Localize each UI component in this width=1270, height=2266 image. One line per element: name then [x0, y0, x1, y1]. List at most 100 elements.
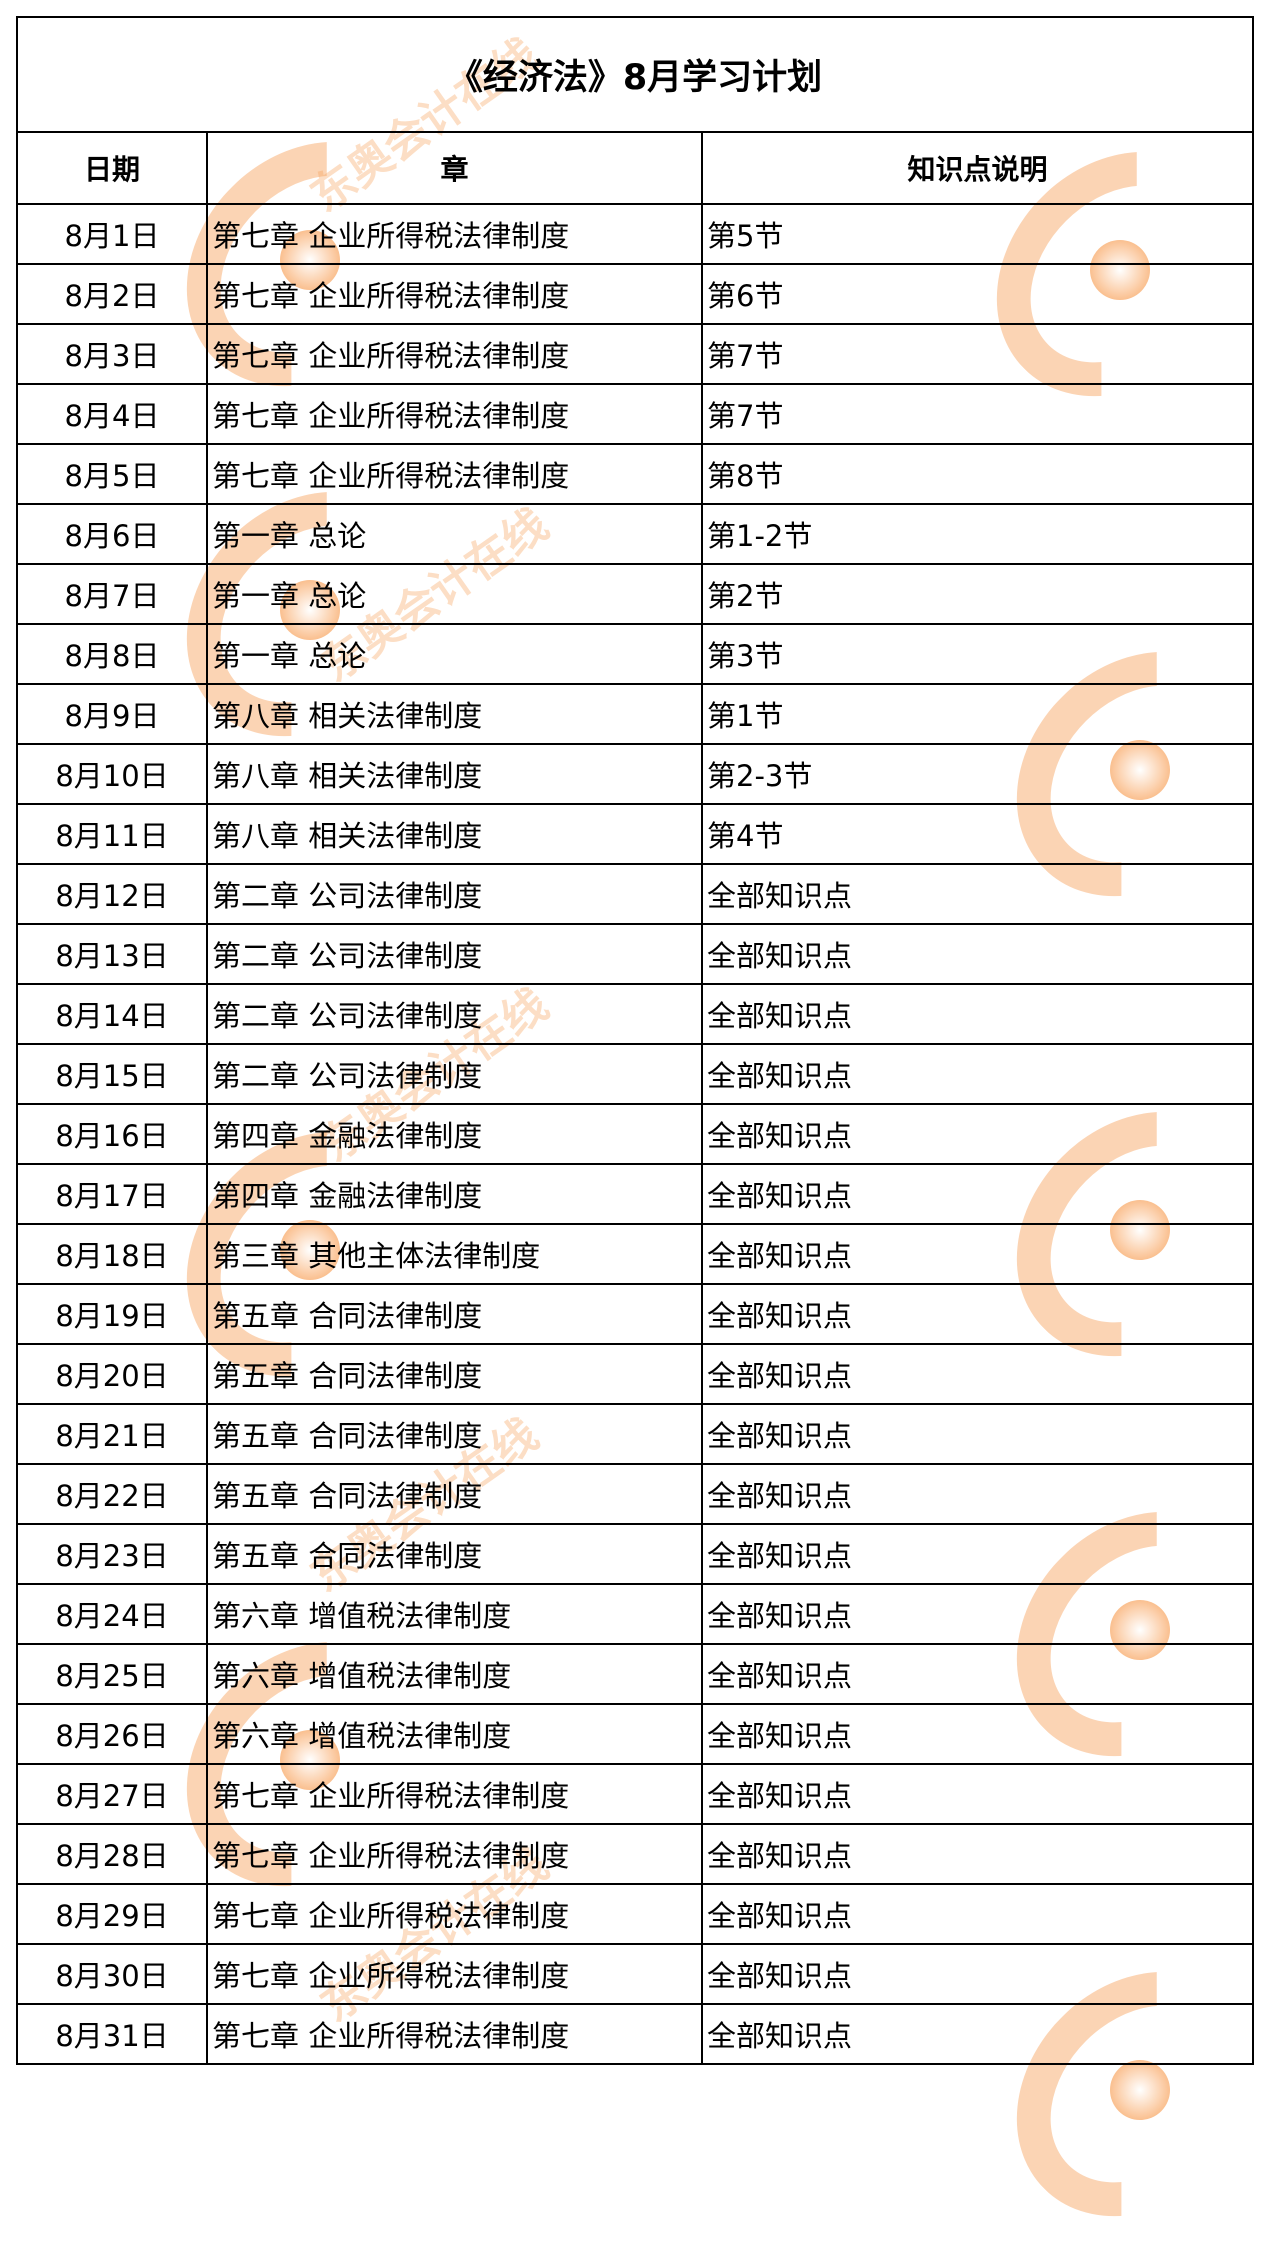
date-cell: 8月10日: [16, 743, 208, 805]
points-cell: 全部知识点: [701, 1463, 1254, 1525]
table-row: 8月5日 第七章 企业所得税法律制度 第8节: [16, 443, 1254, 505]
points-cell: 全部知识点: [701, 1883, 1254, 1945]
date-cell: 8月2日: [16, 263, 208, 325]
date-cell: 8月18日: [16, 1223, 208, 1285]
table-row: 8月9日 第八章 相关法律制度 第1节: [16, 683, 1254, 745]
points-cell: 全部知识点: [701, 1643, 1254, 1705]
header-date: 日期: [16, 131, 208, 205]
date-cell: 8月11日: [16, 803, 208, 865]
points-cell: 全部知识点: [701, 1343, 1254, 1405]
chapter-cell: 第二章 公司法律制度: [206, 983, 703, 1045]
chapter-cell: 第八章 相关法律制度: [206, 683, 703, 745]
points-cell: 第5节: [701, 203, 1254, 265]
chapter-cell: 第七章 企业所得税法律制度: [206, 203, 703, 265]
date-cell: 8月17日: [16, 1163, 208, 1225]
table-row: 8月7日 第一章 总论 第2节: [16, 563, 1254, 625]
study-plan-table: 《经济法》8月学习计划 日期 章 知识点说明 8月1日 第七章 企业所得税法律制度…: [16, 16, 1254, 2065]
table-row: 8月16日 第四章 金融法律制度 全部知识点: [16, 1103, 1254, 1165]
date-cell: 8月21日: [16, 1403, 208, 1465]
date-cell: 8月27日: [16, 1763, 208, 1825]
header-row: 日期 章 知识点说明: [16, 131, 1254, 205]
table-row: 8月22日 第五章 合同法律制度 全部知识点: [16, 1463, 1254, 1525]
table-row: 8月15日 第二章 公司法律制度 全部知识点: [16, 1043, 1254, 1105]
date-cell: 8月25日: [16, 1643, 208, 1705]
table-row: 8月26日 第六章 增值税法律制度 全部知识点: [16, 1703, 1254, 1765]
chapter-cell: 第六章 增值税法律制度: [206, 1583, 703, 1645]
date-cell: 8月24日: [16, 1583, 208, 1645]
date-cell: 8月14日: [16, 983, 208, 1045]
chapter-cell: 第三章 其他主体法律制度: [206, 1223, 703, 1285]
points-cell: 第7节: [701, 383, 1254, 445]
date-cell: 8月28日: [16, 1823, 208, 1885]
points-cell: 全部知识点: [701, 863, 1254, 925]
date-cell: 8月6日: [16, 503, 208, 565]
points-cell: 第2节: [701, 563, 1254, 625]
chapter-cell: 第五章 合同法律制度: [206, 1463, 703, 1525]
chapter-cell: 第五章 合同法律制度: [206, 1343, 703, 1405]
chapter-cell: 第四章 金融法律制度: [206, 1103, 703, 1165]
points-cell: 全部知识点: [701, 1103, 1254, 1165]
chapter-cell: 第一章 总论: [206, 623, 703, 685]
chapter-cell: 第二章 公司法律制度: [206, 1043, 703, 1105]
date-cell: 8月20日: [16, 1343, 208, 1405]
date-cell: 8月30日: [16, 1943, 208, 2005]
date-cell: 8月12日: [16, 863, 208, 925]
points-cell: 第8节: [701, 443, 1254, 505]
points-cell: 全部知识点: [701, 1283, 1254, 1345]
points-cell: 全部知识点: [701, 1523, 1254, 1585]
table-row: 8月18日 第三章 其他主体法律制度 全部知识点: [16, 1223, 1254, 1285]
date-cell: 8月26日: [16, 1703, 208, 1765]
header-chapter: 章: [206, 131, 703, 205]
points-cell: 全部知识点: [701, 983, 1254, 1045]
chapter-cell: 第八章 相关法律制度: [206, 743, 703, 805]
chapter-cell: 第七章 企业所得税法律制度: [206, 443, 703, 505]
date-cell: 8月8日: [16, 623, 208, 685]
chapter-cell: 第五章 合同法律制度: [206, 1403, 703, 1465]
chapter-cell: 第二章 公司法律制度: [206, 863, 703, 925]
date-cell: 8月16日: [16, 1103, 208, 1165]
table-row: 8月31日 第七章 企业所得税法律制度 全部知识点: [16, 2003, 1254, 2065]
date-cell: 8月4日: [16, 383, 208, 445]
chapter-cell: 第七章 企业所得税法律制度: [206, 1883, 703, 1945]
date-cell: 8月31日: [16, 2003, 208, 2065]
chapter-cell: 第七章 企业所得税法律制度: [206, 383, 703, 445]
table-row: 8月2日 第七章 企业所得税法律制度 第6节: [16, 263, 1254, 325]
table-row: 8月19日 第五章 合同法律制度 全部知识点: [16, 1283, 1254, 1345]
table-row: 8月21日 第五章 合同法律制度 全部知识点: [16, 1403, 1254, 1465]
points-cell: 第3节: [701, 623, 1254, 685]
page-title: 《经济法》8月学习计划: [16, 16, 1254, 133]
chapter-cell: 第五章 合同法律制度: [206, 1283, 703, 1345]
date-cell: 8月7日: [16, 563, 208, 625]
table-row: 8月12日 第二章 公司法律制度 全部知识点: [16, 863, 1254, 925]
points-cell: 全部知识点: [701, 1583, 1254, 1645]
table-row: 8月4日 第七章 企业所得税法律制度 第7节: [16, 383, 1254, 445]
table-row: 8月20日 第五章 合同法律制度 全部知识点: [16, 1343, 1254, 1405]
table-row: 8月8日 第一章 总论 第3节: [16, 623, 1254, 685]
chapter-cell: 第七章 企业所得税法律制度: [206, 323, 703, 385]
points-cell: 第6节: [701, 263, 1254, 325]
chapter-cell: 第一章 总论: [206, 503, 703, 565]
date-cell: 8月3日: [16, 323, 208, 385]
points-cell: 全部知识点: [701, 1703, 1254, 1765]
points-cell: 全部知识点: [701, 1403, 1254, 1465]
points-cell: 全部知识点: [701, 1823, 1254, 1885]
chapter-cell: 第六章 增值税法律制度: [206, 1643, 703, 1705]
table-row: 8月24日 第六章 增值税法律制度 全部知识点: [16, 1583, 1254, 1645]
points-cell: 第7节: [701, 323, 1254, 385]
chapter-cell: 第二章 公司法律制度: [206, 923, 703, 985]
chapter-cell: 第五章 合同法律制度: [206, 1523, 703, 1585]
points-cell: 第1-2节: [701, 503, 1254, 565]
points-cell: 全部知识点: [701, 1763, 1254, 1825]
table-row: 8月11日 第八章 相关法律制度 第4节: [16, 803, 1254, 865]
table-row: 8月23日 第五章 合同法律制度 全部知识点: [16, 1523, 1254, 1585]
points-cell: 全部知识点: [701, 2003, 1254, 2065]
chapter-cell: 第七章 企业所得税法律制度: [206, 2003, 703, 2065]
table-row: 8月6日 第一章 总论 第1-2节: [16, 503, 1254, 565]
date-cell: 8月23日: [16, 1523, 208, 1585]
date-cell: 8月19日: [16, 1283, 208, 1345]
points-cell: 全部知识点: [701, 1043, 1254, 1105]
table-row: 8月3日 第七章 企业所得税法律制度 第7节: [16, 323, 1254, 385]
points-cell: 全部知识点: [701, 1163, 1254, 1225]
date-cell: 8月13日: [16, 923, 208, 985]
chapter-cell: 第六章 增值税法律制度: [206, 1703, 703, 1765]
